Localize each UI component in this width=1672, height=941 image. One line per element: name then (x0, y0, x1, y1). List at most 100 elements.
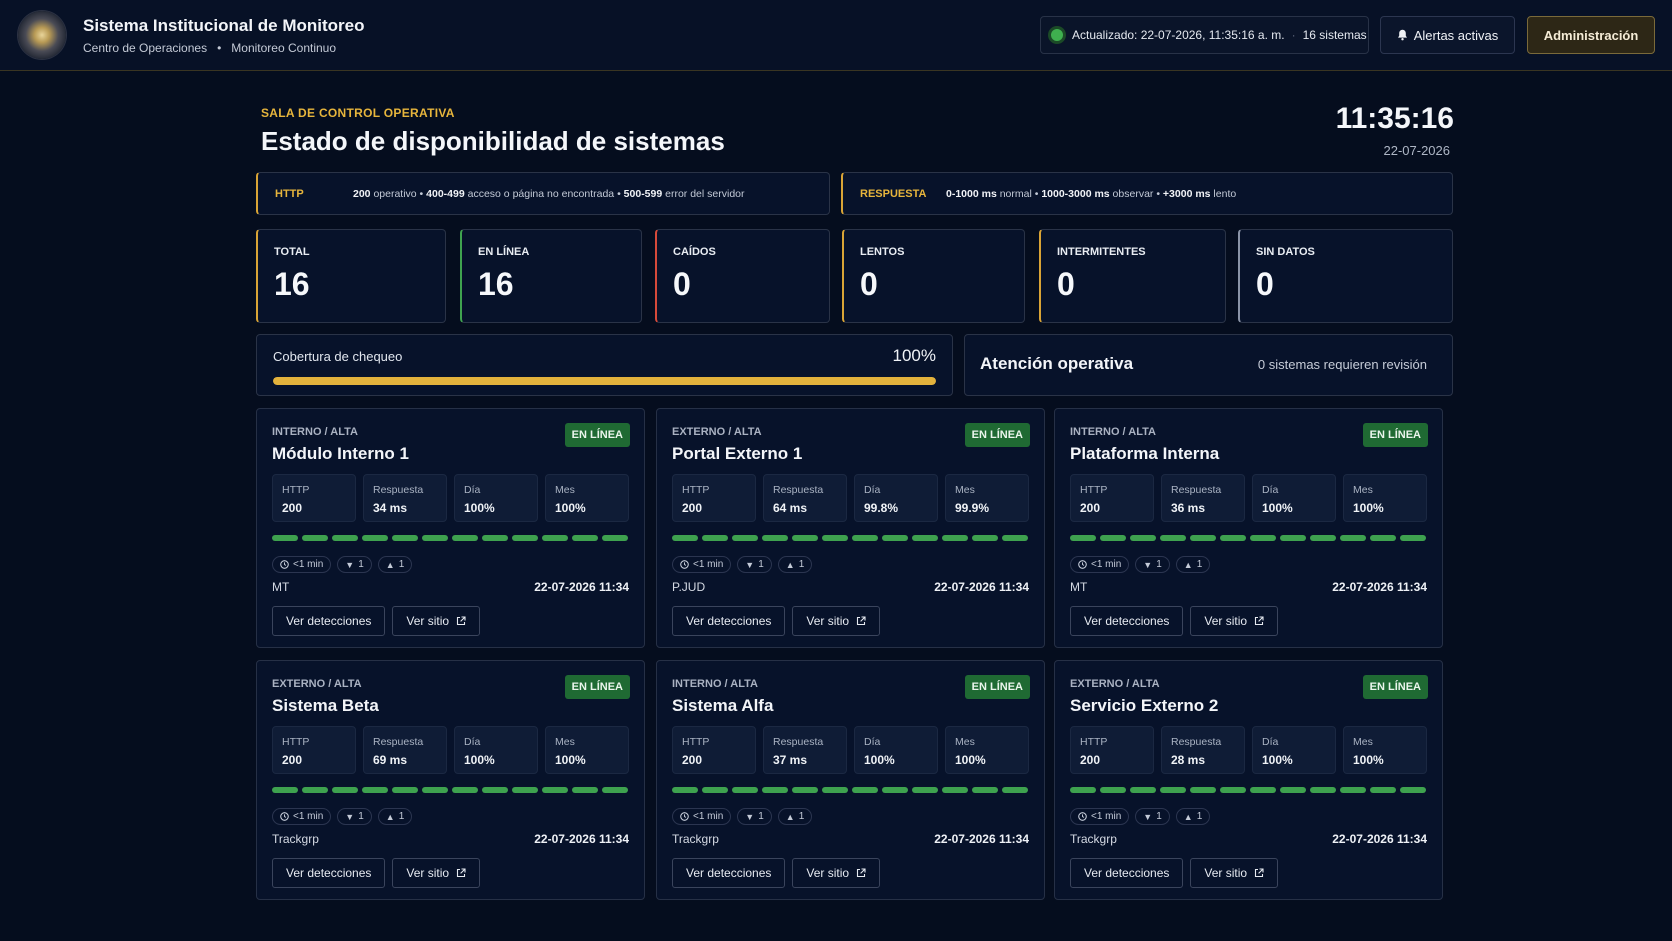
filter-down-icon: ▼ (1143, 811, 1153, 822)
uptime-bar (1250, 787, 1276, 793)
metric-label: Respuesta (1171, 484, 1222, 496)
metric-month: Mes 100% (545, 474, 629, 522)
uptime-bar (452, 535, 478, 541)
uptime-history (1070, 535, 1426, 541)
check-chips: <1 min ▼ 1 ▲ 1 (672, 556, 813, 573)
stat-card-0: TOTAL 16 (256, 229, 446, 323)
operational-attention-panel: Atención operativa 0 sistemas requieren … (964, 334, 1453, 396)
system-card: INTERNO / ALTA Sistema Alfa EN LÍNEA HTTP 20… (656, 660, 1045, 900)
metric-month: Mes 100% (1343, 726, 1427, 774)
metric-value: 100% (955, 753, 986, 767)
uptime-history (272, 787, 628, 793)
uptime-bar (572, 535, 598, 541)
view-detections-button[interactable]: Ver detecciones (1070, 606, 1184, 636)
system-owner: MT (272, 580, 290, 594)
system-owner: Trackgrp (1070, 832, 1117, 846)
uptime-bar (1002, 535, 1028, 541)
metric-day: Día 100% (454, 474, 538, 522)
external-link-icon (857, 868, 866, 878)
uptime-bar (1190, 787, 1216, 793)
metric-http: HTTP 200 (272, 474, 356, 522)
page-title: Estado de disponibilidad de sistemas (261, 126, 725, 156)
system-card: INTERNO / ALTA Módulo Interno 1 EN LÍNEA HT… (256, 408, 645, 648)
view-detections-button[interactable]: Ver detecciones (1070, 858, 1184, 888)
view-site-button[interactable]: Ver sitio (1190, 858, 1279, 888)
subtitle-monitoring: Monitoreo Continuo (231, 41, 337, 55)
uptime-bar (1100, 535, 1126, 541)
interval-chip: <1 min (272, 808, 332, 825)
system-name: Módulo Interno 1 (272, 444, 409, 463)
metric-label: Día (1262, 484, 1279, 496)
metric-month: Mes 100% (545, 726, 629, 774)
external-link-icon (457, 616, 466, 626)
view-site-button[interactable]: Ver sitio (792, 606, 881, 636)
metric-value: 100% (1262, 501, 1293, 515)
bell-icon (1397, 29, 1407, 41)
stat-label: CAÍDOS (673, 246, 716, 258)
clock-icon (280, 812, 289, 821)
view-detections-button[interactable]: Ver detecciones (272, 606, 386, 636)
section-kicker: SALA DE CONTROL OPERATIVA (261, 106, 455, 120)
subtitle-separator: • (217, 41, 222, 55)
status-badge: EN LÍNEA (964, 423, 1030, 447)
view-detections-button[interactable]: Ver detecciones (272, 858, 386, 888)
uptime-bar (882, 535, 908, 541)
uptime-bar (1100, 787, 1126, 793)
view-detections-button[interactable]: Ver detecciones (672, 858, 786, 888)
uptime-bar (792, 787, 818, 793)
down-chip: ▼ 1 (337, 808, 372, 825)
uptime-bar (1400, 535, 1426, 541)
triangle-up-icon: ▲ (385, 559, 395, 570)
view-site-button[interactable]: Ver sitio (392, 858, 481, 888)
metric-http: HTTP 200 (1070, 474, 1154, 522)
metric-day: Día 100% (454, 726, 538, 774)
clock-icon (680, 812, 689, 821)
metric-value: 100% (1262, 753, 1293, 767)
metric-http: HTTP 200 (1070, 726, 1154, 774)
system-metrics: HTTP 200 Respuesta 69 ms Día 100% Mes 100% (272, 726, 629, 774)
administration-button[interactable]: Administración (1527, 16, 1655, 54)
uptime-bar (972, 535, 998, 541)
metric-value: 100% (464, 501, 495, 515)
response-legend-tag: RESPUESTA (860, 187, 927, 200)
system-card: EXTERNO / ALTA Servicio Externo 2 EN LÍNEA… (1054, 660, 1443, 900)
app-title: Sistema Institucional de Monitoreo (83, 16, 365, 35)
active-alerts-button[interactable]: Alertas activas (1380, 16, 1515, 54)
metric-http: HTTP 200 (672, 726, 756, 774)
uptime-bar (512, 787, 538, 793)
http-legend-tag: HTTP (275, 187, 304, 200)
uptime-bar (1160, 787, 1186, 793)
response-legend-text: 0-1000 ms normal • 1000-3000 ms observar… (946, 187, 1237, 200)
http-legend: HTTP 200 operativo • 400-499 acceso o pá… (256, 172, 830, 215)
metric-value: 200 (1080, 501, 1101, 515)
triangle-up-icon: ▲ (385, 811, 395, 822)
metric-value: 99.8% (864, 501, 899, 515)
check-chips: <1 min ▼ 1 ▲ 1 (272, 556, 413, 573)
uptime-bar (1070, 787, 1096, 793)
view-detections-button[interactable]: Ver detecciones (672, 606, 786, 636)
view-site-button[interactable]: Ver sitio (1190, 606, 1279, 636)
http-legend-text: 200 operativo • 400-499 acceso o página … (353, 187, 745, 200)
clock-icon (280, 560, 289, 569)
uptime-history (272, 535, 628, 541)
uptime-history (672, 535, 1028, 541)
metric-label: HTTP (682, 736, 710, 748)
view-site-button[interactable]: Ver sitio (792, 858, 881, 888)
uptime-bar (1002, 787, 1028, 793)
triangle-up-icon: ▲ (1183, 811, 1193, 822)
metric-value: 100% (1353, 753, 1384, 767)
metric-day: Día 100% (1252, 726, 1336, 774)
system-card: EXTERNO / ALTA Portal Externo 1 EN LÍNEA HT… (656, 408, 1045, 648)
uptime-bar (1280, 787, 1306, 793)
uptime-bar (302, 535, 328, 541)
down-chip: ▼ 1 (337, 556, 372, 573)
view-site-button[interactable]: Ver sitio (392, 606, 481, 636)
triangle-up-icon: ▲ (785, 811, 795, 822)
uptime-bar (822, 787, 848, 793)
uptime-bar (1160, 535, 1186, 541)
status-separator: · (1291, 28, 1296, 42)
metric-value: 99.9% (955, 501, 990, 515)
up-chip: ▲ 1 (1175, 808, 1211, 825)
uptime-bar (942, 535, 968, 541)
filter-down-icon: ▼ (1143, 559, 1153, 570)
